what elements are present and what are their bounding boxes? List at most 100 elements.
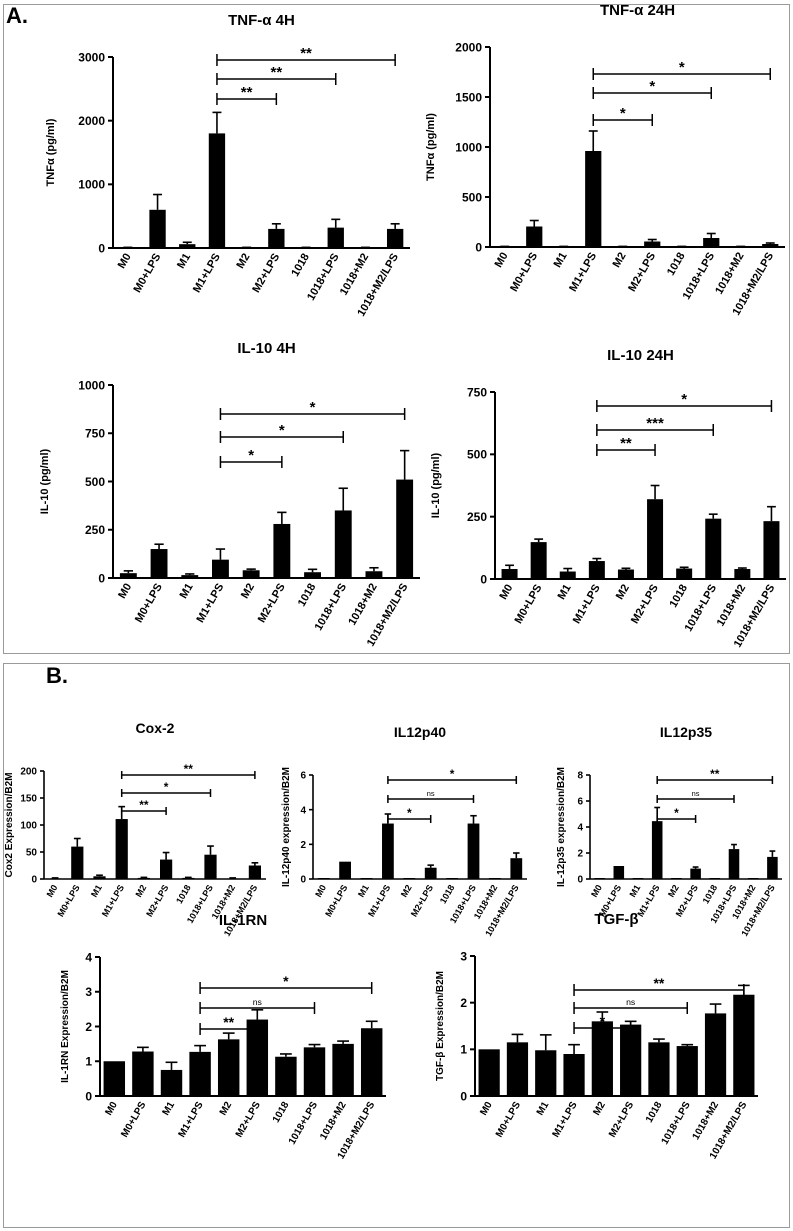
chart-6-bar-6 [709, 878, 721, 879]
chart-2-bar-6 [304, 572, 321, 578]
chart-5-bar-2 [360, 878, 373, 879]
chart-2-ytick-label-0: 0 [98, 571, 105, 585]
chart-7-bar-9 [360, 1028, 383, 1096]
panel-a-label: A. [6, 3, 28, 28]
chart-7-bar-6 [275, 1056, 297, 1096]
chart-5-xtick-label-2: M1 [356, 883, 371, 899]
chart-3-xtick-label-2: M1 [556, 583, 574, 602]
chart-8-xtick-label-7: 1018+LPS [660, 1100, 693, 1147]
chart-8-bar-6 [648, 1042, 670, 1096]
chart-1-bar-1 [526, 226, 543, 247]
chart-4-sig-label-1: * [164, 780, 169, 794]
chart-0-xtick-label-8: 1018+M2 [338, 252, 371, 298]
chart-6-ytick-label-0: 0 [577, 875, 583, 886]
chart-1-ytick-label-4: 2000 [455, 40, 482, 54]
chart-8-bar-3 [563, 1054, 585, 1096]
chart-3-ytick-label-0: 0 [480, 572, 487, 586]
chart-2-bar-7 [334, 510, 352, 578]
chart-7-xtick-label-6: 1018 [271, 1100, 292, 1125]
chart-7-sig-label-1: ns [253, 997, 263, 1007]
chart-3-xtick-label-5: M2+LPS [629, 583, 661, 626]
chart-6-ylabel: IL-12p35 expression/B2M [556, 767, 567, 887]
chart-8-bar-2 [535, 1050, 557, 1096]
chart-7-xtick-label-7: 1018+LPS [287, 1100, 320, 1147]
chart-0-ytick-label-2: 2000 [78, 114, 105, 128]
chart-2-bar-0 [119, 573, 137, 578]
chart-0-xtick-label-3: M1+LPS [191, 252, 223, 295]
chart-6-ytick-label-2: 4 [577, 823, 583, 834]
chart-1-ytick-label-3: 1500 [455, 90, 482, 104]
chart-1-ytick-label-2: 1000 [455, 140, 482, 154]
chart-6-bar-0 [594, 878, 605, 879]
chart-6-xtick-label-0: M0 [589, 883, 604, 899]
chart-4-ytick-label-4: 200 [20, 767, 37, 778]
chart-5-ytick-label-2: 4 [300, 805, 306, 816]
chart-4-ytick-label-1: 50 [26, 848, 38, 859]
chart-6-bar-4 [671, 878, 682, 879]
chart-7-ytick-label-4: 4 [85, 950, 92, 964]
chart-1-ytick-label-0: 0 [475, 240, 482, 254]
chart-3-ytick-label-3: 750 [467, 385, 487, 399]
chart-1-xtick-label-4: M2 [611, 251, 629, 270]
chart-4-xtick-label-1: M0+LPS [55, 883, 81, 919]
chart-1-bar-9 [762, 244, 779, 247]
chart-8-ytick-label-0: 0 [460, 1089, 467, 1103]
chart-7-bar-3 [189, 1051, 211, 1096]
chart-2-sig-label-2: * [310, 399, 316, 416]
chart-5-bar-7 [467, 823, 480, 879]
chart-7-bar-5 [246, 1019, 269, 1096]
chart-4-xtick-label-3: M1+LPS [100, 883, 126, 919]
chart-0-bar-7 [327, 227, 344, 248]
chart-7-bar-1 [132, 1051, 154, 1096]
chart-3-bar-5 [647, 499, 664, 579]
chart-0-ytick-label-0: 0 [98, 241, 105, 255]
chart-6-sig-label-2: ** [710, 767, 720, 781]
chart-0-ytick-label-3: 3000 [78, 50, 105, 64]
chart-2-bar-2 [181, 575, 199, 578]
chart-7-sig-label-2: * [283, 973, 289, 989]
chart-0-bar-3 [208, 133, 226, 248]
chart-5-ytick-label-1: 2 [300, 840, 306, 851]
chart-7-bar-4 [217, 1039, 240, 1096]
chart-1-sig-label-1: * [649, 78, 655, 95]
chart-1-xtick-label-6: 1018 [665, 251, 688, 278]
chart-7-xtick-label-5: M2+LPS [234, 1100, 263, 1140]
chart-6-bar-9 [767, 856, 778, 879]
chart-5-bar-6 [446, 878, 458, 879]
chart-8-bar-7 [676, 1046, 698, 1096]
chart-4-sig-label-2: ** [184, 762, 194, 776]
chart-6-bar-7 [728, 849, 740, 879]
chart-6-bar-5 [690, 868, 701, 879]
chart-0-xtick-label-2: M1 [175, 252, 193, 271]
chart-2-ytick-label-4: 1000 [78, 378, 105, 392]
chart-7-bar-8 [332, 1043, 354, 1096]
chart-7-title: IL-1RN [219, 912, 267, 929]
panel-b-border [3, 663, 790, 1228]
chart-2-bar-9 [396, 479, 414, 578]
chart-4-bar-8 [226, 878, 239, 880]
chart-3-bar-9 [763, 521, 780, 579]
chart-5-sig-label-2: * [450, 767, 455, 781]
chart-4-ytick-label-3: 150 [20, 794, 37, 805]
chart-3-bar-7 [705, 518, 722, 579]
chart-7-ytick-label-0: 0 [85, 1089, 92, 1103]
chart-2-bar-1 [150, 549, 168, 578]
chart-1-title: TNF-α 24H [600, 2, 675, 19]
chart-6-ytick-label-3: 6 [577, 797, 583, 808]
chart-5-ytick-label-3: 6 [300, 771, 306, 782]
chart-8-sig-label-2: ** [653, 975, 664, 991]
chart-6-ytick-label-1: 2 [577, 849, 583, 860]
chart-5-bar-8 [489, 878, 501, 879]
panel-a-border [3, 4, 790, 654]
chart-3-bar-4 [617, 569, 634, 579]
chart-8-bar-9 [733, 994, 755, 1096]
chart-8-xtick-label-2: M1 [535, 1100, 552, 1118]
chart-2-xtick-label-4: M2 [239, 582, 257, 601]
chart-1-sig-label-0: * [620, 105, 626, 122]
chart-5-title: IL12p40 [394, 724, 446, 740]
chart-7-ytick-label-2: 2 [85, 1020, 92, 1034]
chart-4-bar-2 [93, 876, 106, 879]
chart-4-xtick-label-2: M1 [89, 883, 104, 899]
chart-8-sig-label-0: * [600, 1013, 606, 1029]
